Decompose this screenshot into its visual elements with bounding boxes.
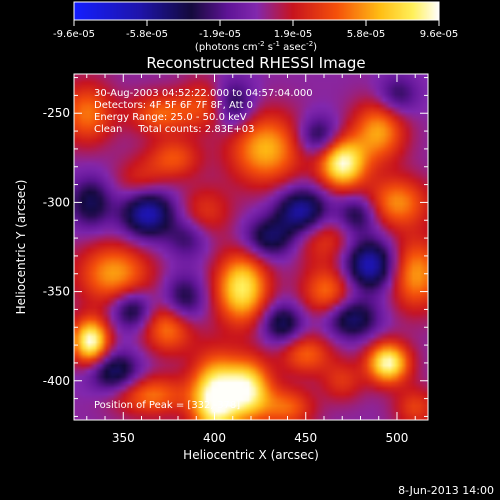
- colorbar-tick-label: -5.8e-05: [126, 29, 168, 40]
- x-axis-label: Heliocentric X (arcsec): [183, 448, 319, 462]
- x-tick-label: 400: [203, 431, 226, 445]
- colorbar: -9.6e-05 -5.8e-05 -1.9e-05 1.9e-05 5.8e-05 9.…: [53, 1, 458, 53]
- y-tick-label: -400: [43, 374, 70, 388]
- colorbar-tick-label: 1.9e-05: [274, 29, 312, 40]
- colorbar-ticks: [73, 20, 440, 26]
- colorbar-tick-label: -1.9e-05: [199, 29, 241, 40]
- footer-date: 8-Jun-2013 14:00: [398, 484, 494, 497]
- x-tick-label: 350: [112, 431, 135, 445]
- peak-position-label: Position of Peak = [332,-378]: [94, 400, 240, 411]
- y-tick-label: -250: [43, 106, 70, 120]
- x-tick-label: 450: [294, 431, 317, 445]
- annotation-detectors: Detectors: 4F 5F 6F 7F 8F, Att 0: [94, 100, 253, 111]
- heatmap-image: [74, 74, 428, 420]
- colorbar-tick-label: -9.6e-05: [53, 29, 95, 40]
- colorbar-tick-label: 5.8e-05: [347, 29, 385, 40]
- x-tick-labels: 350 400 450 500: [112, 431, 409, 445]
- y-tick-label: -300: [43, 195, 70, 209]
- x-tick-label: 500: [386, 431, 409, 445]
- colorbar-tick-label: 9.6e-05: [420, 29, 458, 40]
- y-tick-label: -350: [43, 285, 70, 299]
- colorbar-gradient: [74, 2, 439, 20]
- y-axis-label: Heliocentric Y (arcsec): [14, 180, 28, 315]
- annotation-clean-counts: Clean Total counts: 2.83E+03: [94, 124, 254, 135]
- annotation-energy-range: Energy Range: 25.0 - 50.0 keV: [94, 112, 247, 123]
- annotation-time-range: 30-Aug-2003 04:52:22.000 to 04:57:04.000: [94, 88, 313, 99]
- axis-ticks: [74, 74, 428, 420]
- y-tick-labels: -250 -300 -350 -400: [43, 106, 70, 388]
- colorbar-frame: [73, 1, 440, 21]
- colorbar-tick-labels: -9.6e-05 -5.8e-05 -1.9e-05 1.9e-05 5.8e-05 9.…: [53, 29, 458, 40]
- chart-title: Reconstructed RHESSI Image: [146, 54, 365, 72]
- colorbar-unit-label: (photons cm-2 s-1 asec-2): [195, 40, 317, 53]
- observation-annotations: 30-Aug-2003 04:52:22.000 to 04:57:04.000…: [94, 88, 313, 411]
